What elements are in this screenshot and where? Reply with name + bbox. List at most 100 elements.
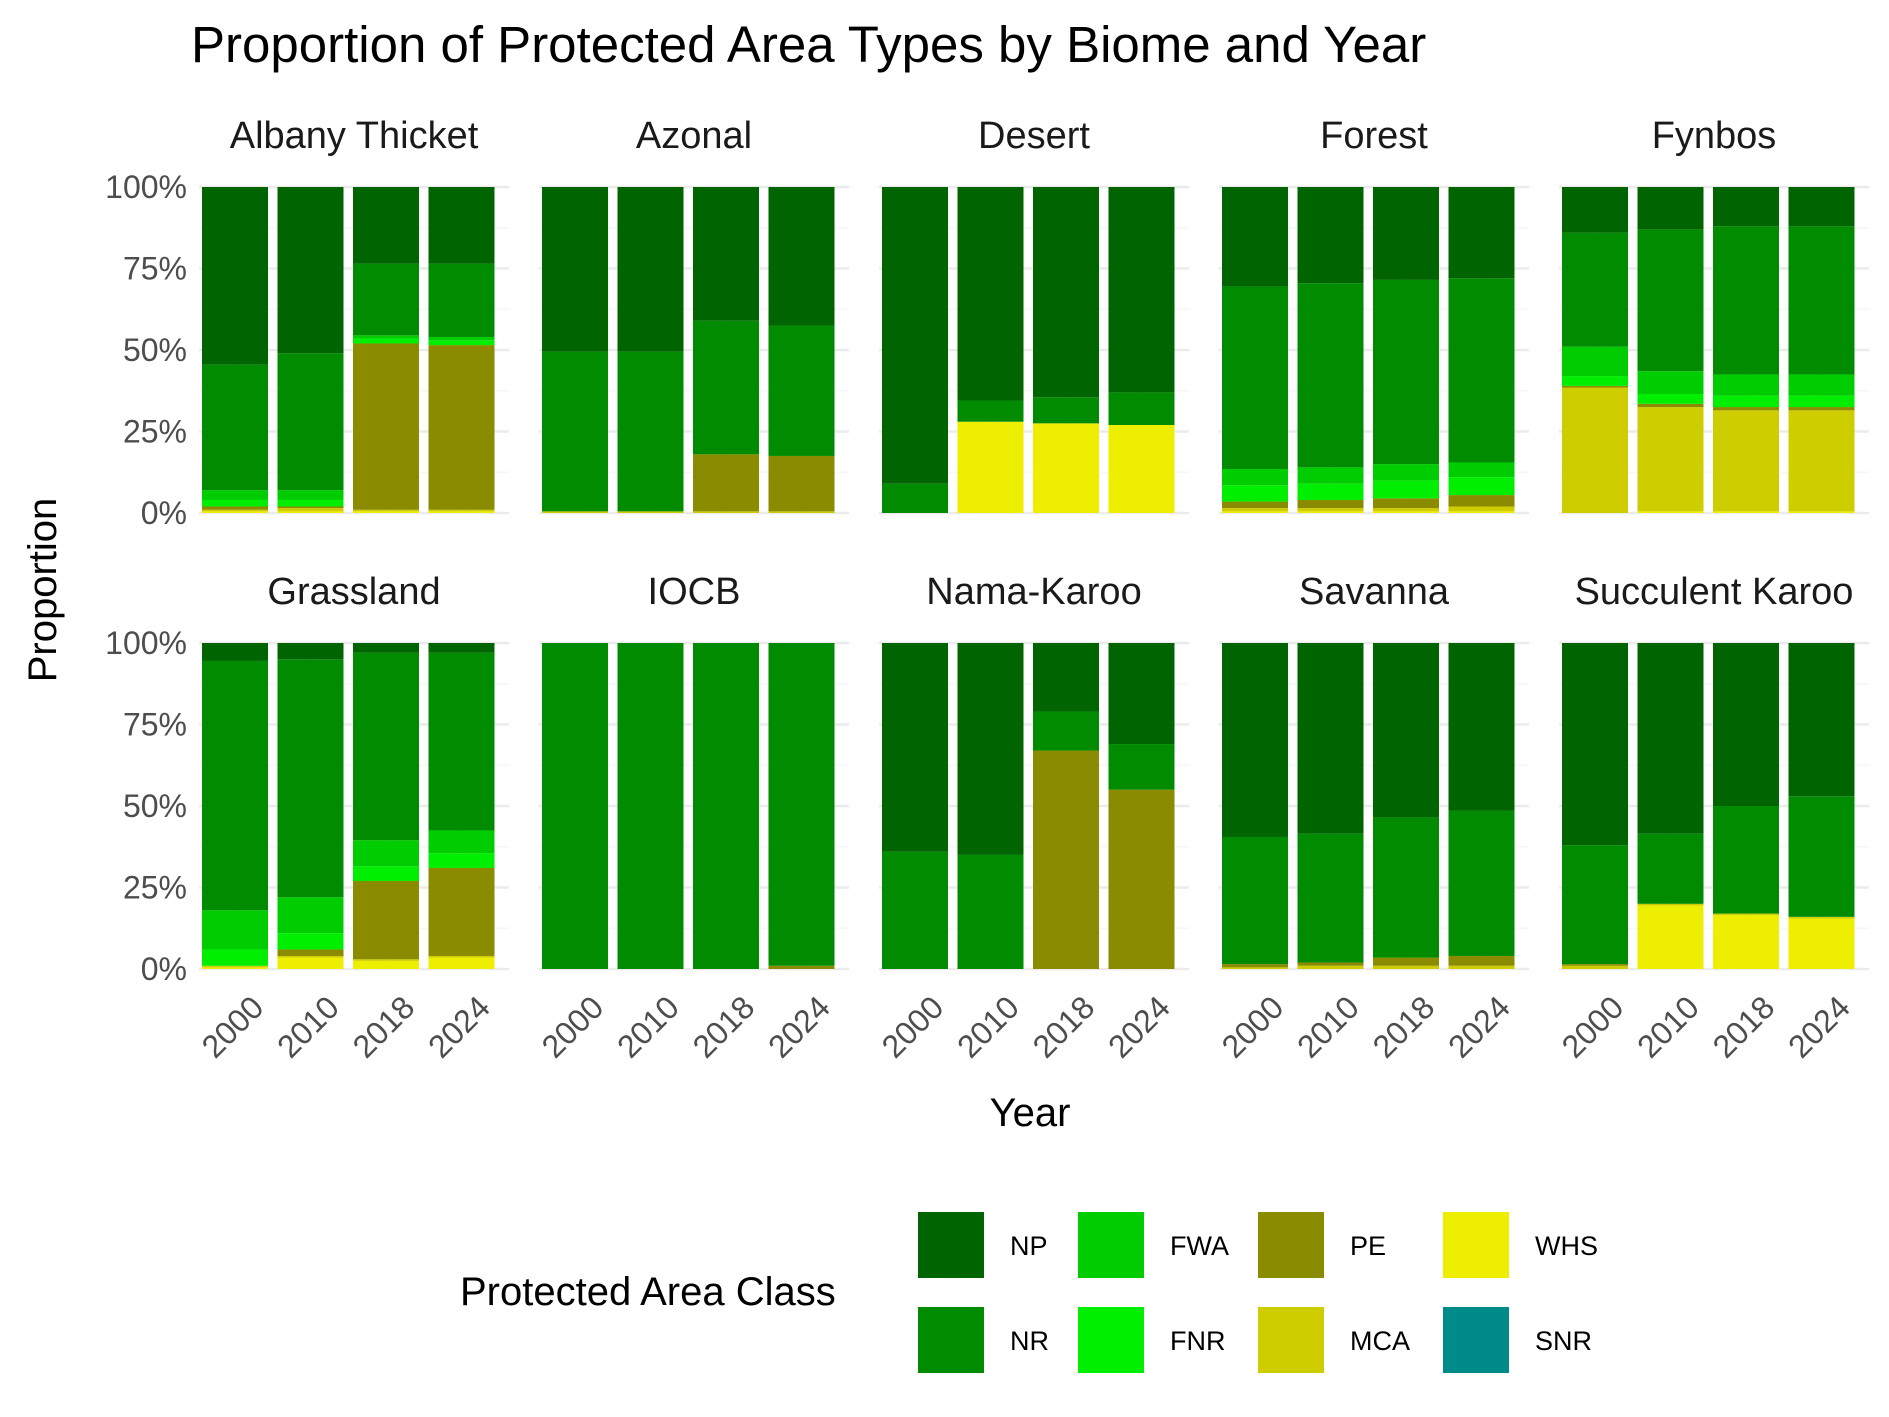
legend-item-mca: MCA — [1258, 1307, 1410, 1373]
facet-panel-nama-karoo: Nama-Karoo 2000 2010 2018 2024 — [875, 571, 1189, 1065]
legend-swatch-np — [918, 1212, 984, 1278]
bar-segment-succulent-karoo-2000-pe — [1562, 964, 1628, 966]
bar-segment-grassland-2010-whs — [277, 957, 344, 969]
bar-segment-azonal-2018-nr — [693, 320, 759, 455]
bar-segment-albany-thicket-2018-np — [353, 187, 419, 264]
bar-segment-albany-thicket-2010-nr — [277, 353, 344, 491]
facet-panel-azonal: Azonal — [539, 115, 849, 515]
bar-segment-azonal-2000-np — [542, 187, 608, 352]
bar-segment-fynbos-2018-np — [1713, 187, 1779, 227]
bar-segment-forest-2010-mca — [1297, 508, 1364, 512]
legend-swatch-whs — [1443, 1212, 1509, 1278]
bar-segment-azonal-2018-pe — [693, 454, 759, 512]
bar-segment-grassland-2018-np — [353, 643, 419, 653]
bar-segment-savanna-2000-mca — [1222, 967, 1288, 969]
bar-segment-succulent-karoo-2018-np — [1713, 643, 1779, 806]
bar-segment-albany-thicket-2000-mca — [202, 509, 268, 512]
bar-segment-azonal-2018-np — [693, 187, 759, 321]
bar-segment-forest-2000-nr — [1222, 286, 1288, 469]
bar-segment-albany-thicket-2000-np — [202, 187, 268, 365]
bar-segment-forest-2000-fnr — [1222, 485, 1288, 502]
facet-label-albany-thicket: Albany Thicket — [230, 115, 479, 157]
bar-segment-albany-thicket-2018-fnr — [353, 338, 419, 344]
bar-segment-iocb-2024-nr — [768, 643, 835, 966]
bar-segment-albany-thicket-2024-whs — [428, 511, 495, 513]
bar-segment-azonal-2000-nr — [542, 351, 608, 512]
bar-segment-albany-thicket-2000-whs — [202, 511, 268, 513]
legend-label-nr: NR — [1010, 1326, 1049, 1356]
y-tick-label: 75% — [123, 707, 187, 743]
bar-segment-grassland-2024-pe — [428, 867, 495, 956]
bar-segment-grassland-2010-pe — [277, 949, 344, 956]
bar-segment-fynbos-2010-whs — [1637, 511, 1704, 513]
x-tick-label: 2024 — [1441, 989, 1517, 1065]
x-tick-label: 2018 — [346, 989, 422, 1065]
bar-segment-nama-karoo-2000-nr — [882, 851, 948, 969]
bar-segment-fynbos-2018-nr — [1713, 226, 1779, 375]
bar-segment-fynbos-2024-np — [1788, 187, 1855, 227]
legend-swatch-mca — [1258, 1307, 1324, 1373]
bar-segment-savanna-2000-pe — [1222, 964, 1288, 968]
x-axis-title: Year — [990, 1091, 1071, 1135]
bar-segment-forest-2000-whs — [1222, 511, 1288, 513]
bar-segment-forest-2024-fwa — [1448, 462, 1515, 478]
bar-segment-albany-thicket-2024-fnr — [428, 340, 495, 346]
x-tick-label: 2010 — [950, 989, 1026, 1065]
facet-panels: Albany Thicket 0% 25% 50% 75% 100% Azonal Deser… — [105, 115, 1869, 1065]
bar-segment-fynbos-2024-mca — [1788, 410, 1855, 512]
bar-segment-fynbos-2024-pe — [1788, 407, 1855, 411]
bar-segment-succulent-karoo-2000-np — [1562, 643, 1628, 846]
bar-segment-albany-thicket-2024-fwa — [428, 336, 495, 341]
legend-item-snr: SNR — [1443, 1307, 1592, 1373]
legend-item-fwa: FWA — [1078, 1212, 1229, 1278]
bar-segment-succulent-karoo-2024-nr — [1788, 796, 1855, 917]
bar-segment-grassland-2018-fnr — [353, 866, 419, 881]
bar-segment-azonal-2024-np — [768, 187, 835, 326]
bar-segment-forest-2024-whs — [1448, 511, 1515, 513]
y-tick-label: 100% — [105, 169, 187, 205]
bar-segment-grassland-2010-nr — [277, 659, 344, 898]
bar-segment-iocb-2024-pe — [768, 965, 835, 969]
bar-segment-succulent-karoo-2000-nr — [1562, 845, 1628, 965]
legend-swatch-fnr — [1078, 1307, 1144, 1373]
bar-segment-succulent-karoo-2010-mca — [1637, 903, 1704, 906]
bar-segment-desert-2010-nr — [957, 400, 1024, 422]
y-tick-label: 100% — [105, 625, 187, 661]
y-tick-label: 0% — [141, 951, 187, 987]
bar-segment-forest-2018-fnr — [1373, 480, 1439, 499]
bar-segment-fynbos-2010-fnr — [1637, 394, 1704, 404]
legend-label-fwa: FWA — [1170, 1231, 1229, 1261]
bar-segment-albany-thicket-2018-mca — [353, 509, 419, 512]
bar-segment-albany-thicket-2010-whs — [277, 511, 344, 513]
bar-segment-grassland-2018-mca — [353, 959, 419, 961]
facet-panel-succulent-karoo: Succulent Karoo 2000 2010 2018 2024 — [1555, 571, 1869, 1065]
bar-segment-albany-thicket-2010-mca — [277, 508, 344, 512]
legend-label-whs: WHS — [1535, 1231, 1598, 1261]
legend: Protected Area Class NP NR FWA FNR PE MCA WHS S… — [460, 1212, 1598, 1373]
bar-segment-iocb-2010-nr — [617, 643, 684, 969]
bar-segment-nama-karoo-2024-np — [1108, 643, 1175, 745]
facet-panel-savanna: Savanna 2000 2010 2018 2024 — [1215, 571, 1529, 1065]
bar-segment-desert-2018-nr — [1033, 397, 1099, 424]
bar-segment-savanna-2024-mca — [1448, 965, 1515, 969]
y-tick-label: 0% — [141, 495, 187, 531]
chart-title: Proportion of Protected Area Types by Bi… — [191, 16, 1426, 73]
bar-segment-forest-2010-pe — [1297, 499, 1364, 509]
facet-label-grassland: Grassland — [267, 571, 440, 613]
x-tick-label: 2018 — [1366, 989, 1442, 1065]
facet-label-desert: Desert — [978, 115, 1090, 157]
facet-label-forest: Forest — [1320, 115, 1428, 157]
legend-item-fnr: FNR — [1078, 1307, 1226, 1373]
bar-segment-fynbos-2024-nr — [1788, 226, 1855, 375]
bar-segment-forest-2010-np — [1297, 187, 1364, 284]
bar-segment-desert-2000-nr — [882, 483, 948, 513]
bar-segment-albany-thicket-2010-np — [277, 187, 344, 354]
bar-segment-savanna-2010-nr — [1297, 833, 1364, 963]
legend-label-mca: MCA — [1350, 1326, 1410, 1356]
x-tick-label: 2018 — [1026, 989, 1102, 1065]
legend-label-np: NP — [1010, 1231, 1048, 1261]
facet-label-savanna: Savanna — [1299, 571, 1450, 613]
legend-items: NP NR FWA FNR PE MCA WHS SNR — [918, 1212, 1598, 1373]
bar-segment-grassland-2024-whs — [428, 957, 495, 969]
facet-panel-desert: Desert — [879, 115, 1189, 515]
